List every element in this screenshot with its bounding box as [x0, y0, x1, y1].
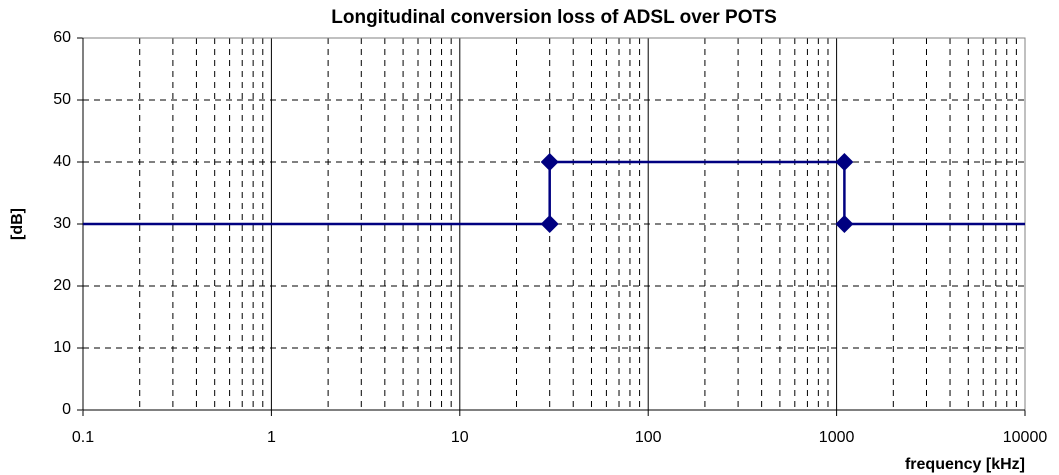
- x-tick-label: 0.1: [72, 429, 94, 446]
- y-tick-label: 10: [53, 339, 71, 356]
- x-tick-label: 10000: [1003, 429, 1048, 446]
- y-tick-label: 60: [53, 29, 71, 46]
- series-line: [83, 160, 1025, 226]
- x-tick-label: 1: [267, 429, 276, 446]
- x-tick-label: 1000: [819, 429, 855, 446]
- point-marker: [540, 215, 559, 233]
- x-tick-label: 10: [451, 429, 469, 446]
- y-tick-label: 20: [53, 277, 71, 294]
- point-marker: [835, 215, 854, 233]
- point-marker: [540, 153, 559, 171]
- y-tick-label: 40: [53, 153, 71, 170]
- point-marker: [835, 153, 854, 171]
- y-tick-label: 50: [53, 91, 71, 108]
- x-tick-label: 100: [635, 429, 662, 446]
- y-tick-label: 0: [62, 401, 71, 418]
- chart-title: Longitudinal conversion loss of ADSL ove…: [331, 7, 777, 28]
- y-tick-label: 30: [53, 215, 71, 232]
- x-axis-label: frequency [kHz]: [905, 456, 1025, 473]
- y-axis-label: [dB]: [9, 208, 26, 240]
